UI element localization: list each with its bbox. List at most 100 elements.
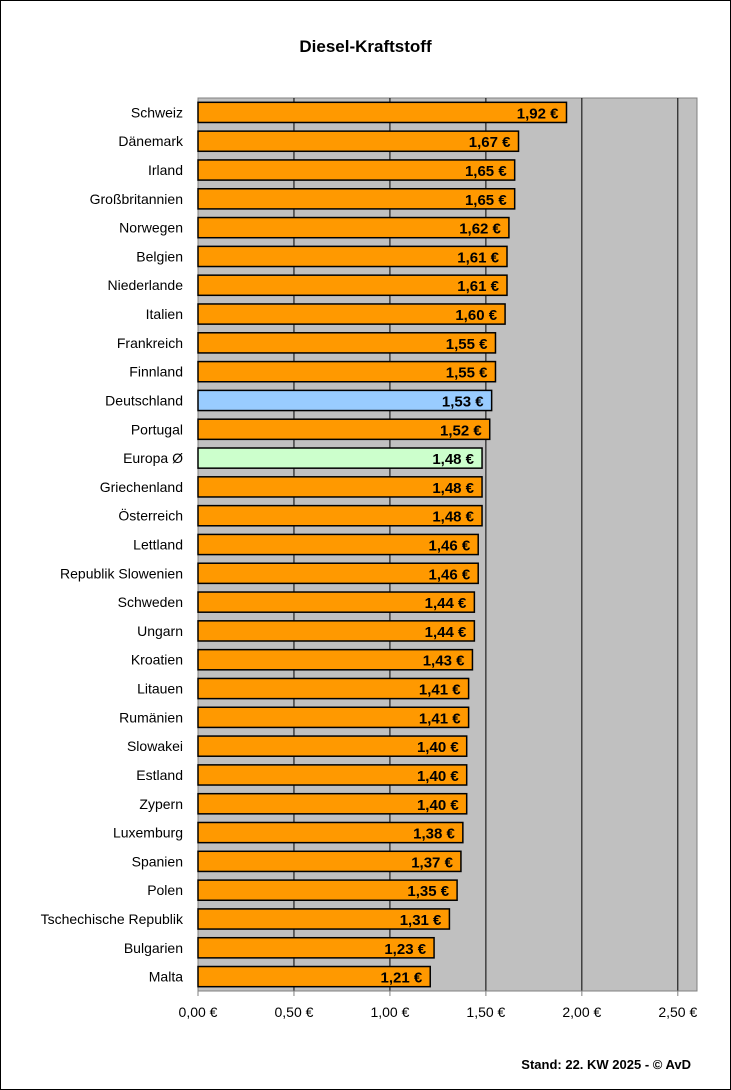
value-label: 1,46 € — [428, 538, 470, 555]
value-label: 1,44 € — [425, 595, 467, 612]
bar-29 — [197, 908, 451, 930]
x-tick-label: 1,50 € — [466, 1004, 505, 1020]
value-label: 1,43 € — [423, 653, 465, 670]
bar-22 — [197, 706, 470, 729]
x-tick-label: 0,00 € — [179, 1004, 218, 1020]
category-label: Belgien — [136, 248, 183, 264]
bar-13 — [197, 447, 483, 469]
bar-21 — [197, 677, 470, 700]
value-label: 1,60 € — [455, 307, 497, 324]
bar-19 — [197, 620, 476, 642]
category-label: Ungarn — [137, 623, 183, 639]
category-label: Österreich — [118, 507, 183, 524]
bar-24 — [197, 764, 468, 786]
category-label: Lettland — [133, 537, 183, 553]
bar-1 — [197, 101, 568, 124]
bar-23 — [197, 735, 468, 757]
bar-16 — [197, 533, 479, 556]
value-label: 1,92 € — [517, 105, 559, 122]
category-label: Dänemark — [118, 133, 184, 149]
value-label: 1,21 € — [381, 970, 423, 987]
category-label: Zypern — [139, 796, 183, 812]
value-label: 1,55 € — [446, 336, 488, 353]
bar-27 — [197, 850, 462, 873]
value-label: 1,46 € — [428, 566, 470, 583]
bar-17 — [197, 562, 479, 585]
bar-11 — [197, 389, 493, 412]
value-label: 1,48 € — [432, 451, 474, 468]
category-label: Spanien — [132, 853, 183, 869]
category-label: Malta — [149, 969, 183, 985]
value-label: 1,31 € — [400, 912, 442, 929]
category-label: Slowakei — [127, 738, 183, 754]
bar-31 — [197, 965, 431, 988]
bar-6 — [197, 245, 508, 268]
x-tick-label: 2,00 € — [562, 1004, 601, 1020]
category-label: Deutschland — [105, 392, 183, 408]
value-label: 1,40 € — [417, 797, 459, 814]
category-label: Schweiz — [131, 104, 183, 120]
value-label: 1,53 € — [442, 393, 484, 410]
category-label: Estland — [136, 767, 183, 783]
x-axis-ticks: 0,00 € 0,50 € 1,00 € 1,50 € 2,00 € 2,50 € — [179, 991, 697, 1020]
value-label: 1,61 € — [457, 249, 499, 266]
bar-25 — [197, 792, 468, 815]
category-labels: Schweiz Dänemark Irland Großbritannien Norwe… — [41, 104, 184, 984]
value-label: 1,48 € — [432, 509, 474, 526]
bar-28 — [197, 879, 458, 902]
bar-5 — [197, 216, 510, 239]
value-label: 1,35 € — [407, 883, 449, 900]
category-label: Großbritannien — [90, 191, 183, 207]
category-label: Tschechische Republik — [41, 911, 184, 927]
value-label: 1,38 € — [413, 826, 455, 843]
category-label: Niederlande — [108, 277, 184, 293]
category-label: Luxemburg — [113, 825, 183, 841]
value-label: 1,41 € — [419, 710, 461, 727]
category-label: Europa Ø — [123, 450, 183, 466]
category-label: Bulgarien — [124, 940, 183, 956]
value-labels: 1,92 € 1,67 € 1,65 € 1,65 € 1,62 € 1,61 € 1,61… — [381, 105, 560, 986]
category-label: Litauen — [137, 681, 183, 697]
bar-10 — [197, 360, 497, 383]
chart-title: Diesel-Kraftstoff — [299, 37, 432, 56]
bar-7 — [197, 274, 508, 297]
category-label: Frankreich — [117, 335, 183, 351]
value-label: 1,40 € — [417, 739, 459, 756]
x-tick-label: 1,00 € — [370, 1004, 409, 1020]
value-label: 1,44 € — [425, 624, 467, 641]
bar-20 — [197, 648, 474, 671]
value-label: 1,48 € — [432, 480, 474, 497]
value-label: 1,41 € — [419, 682, 461, 699]
value-label: 1,40 € — [417, 768, 459, 785]
category-label: Rumänien — [119, 709, 183, 725]
bar-30 — [197, 936, 435, 959]
category-label: Republik Slowenien — [60, 565, 183, 581]
value-label: 1,65 € — [465, 163, 507, 180]
category-label: Finnland — [129, 364, 183, 380]
value-label: 1,67 € — [469, 134, 511, 151]
bar-2 — [197, 130, 520, 153]
category-label: Polen — [147, 882, 183, 898]
bar-14 — [197, 476, 483, 498]
x-tick-label: 2,50 € — [658, 1004, 697, 1020]
bars — [197, 101, 568, 988]
bar-8 — [197, 303, 506, 325]
category-label: Italien — [146, 306, 183, 322]
footer-note: Stand: 22. KW 2025 - © AvD — [521, 1057, 691, 1072]
value-label: 1,23 € — [384, 941, 426, 958]
bar-4 — [197, 187, 516, 210]
bar-9 — [197, 332, 497, 354]
value-label: 1,61 € — [457, 278, 499, 295]
value-label: 1,62 € — [459, 221, 501, 238]
bar-18 — [197, 591, 476, 613]
category-label: Norwegen — [119, 220, 183, 236]
category-label: Schweden — [118, 594, 183, 610]
bar-12 — [197, 418, 491, 441]
value-label: 1,37 € — [411, 854, 453, 871]
bar-26 — [197, 821, 464, 844]
x-tick-label: 0,50 € — [274, 1004, 313, 1020]
bar-15 — [197, 504, 483, 527]
category-label: Kroatien — [131, 652, 183, 668]
category-label: Irland — [148, 162, 183, 178]
value-label: 1,52 € — [440, 422, 482, 439]
